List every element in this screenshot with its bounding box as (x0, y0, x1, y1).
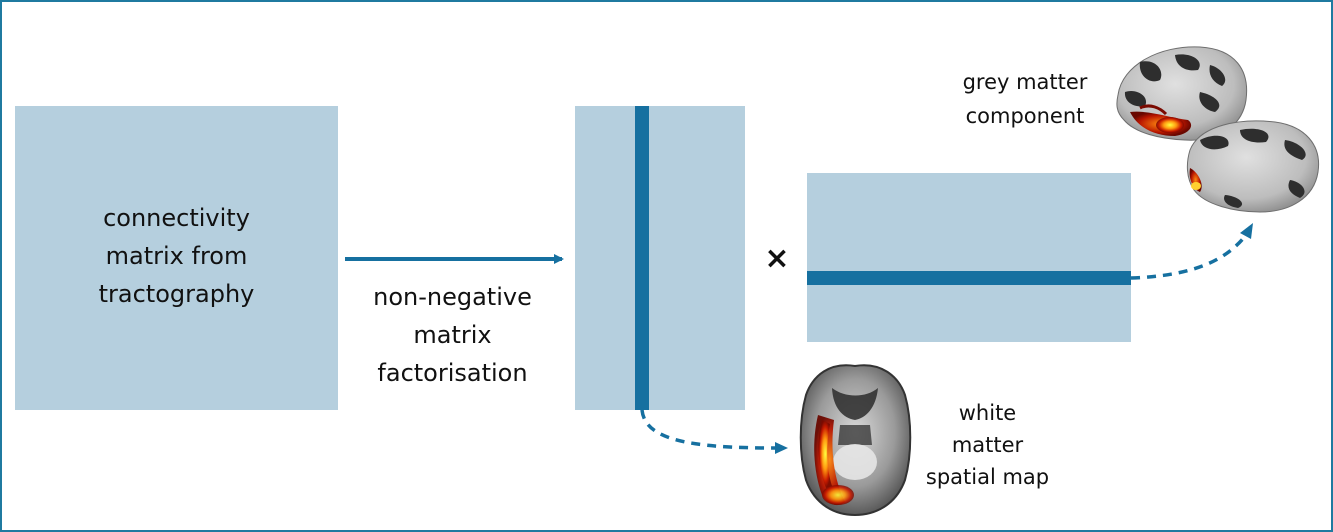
nmf-method-label-line2: matrix (413, 321, 492, 349)
connectivity-matrix-label-line1: connectivity (103, 204, 250, 232)
white-matter-arrowhead (775, 442, 788, 454)
multiply-operator: × (764, 241, 790, 276)
grey-matter-brain-image (1116, 46, 1320, 213)
white-matter-label: white matter spatial map (915, 397, 1060, 493)
grey-matter-label-line2: component (965, 104, 1085, 128)
grey-matter-dashed-arrow (1130, 233, 1248, 280)
grey-matter-arrowhead (1240, 223, 1253, 239)
nmf-method-label: non-negative matrix factorisation (345, 278, 560, 392)
white-matter-dashed-arrow (640, 409, 776, 450)
white-matter-brain-image (799, 364, 912, 517)
grey-matter-factor-matrix (807, 173, 1131, 342)
white-matter-label-line2: matter (951, 433, 1024, 457)
white-matter-label-line1: white (958, 401, 1017, 425)
grey-matter-factor-row (807, 271, 1131, 285)
connectivity-matrix-label-line3: tractography (98, 280, 255, 308)
nmf-method-label-line1: non-negative (373, 283, 532, 311)
grey-matter-label: grey matter component (950, 65, 1100, 133)
white-matter-factor-column (635, 106, 649, 410)
grey-matter-label-line1: grey matter (962, 70, 1088, 94)
connectivity-matrix-block (15, 106, 338, 410)
white-matter-label-line3: spatial map (925, 465, 1050, 489)
connectivity-matrix-label: connectivity matrix from tractography (15, 199, 338, 313)
white-matter-factor-matrix (575, 106, 745, 410)
nmf-method-label-line3: factorisation (377, 359, 528, 387)
connectivity-matrix-label-line2: matrix from (105, 242, 248, 270)
